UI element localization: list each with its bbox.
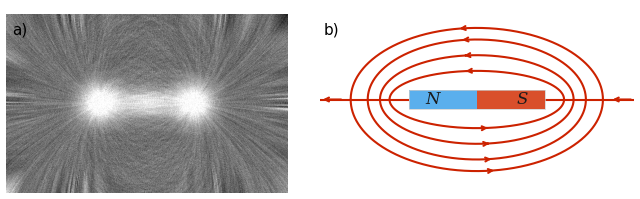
Bar	[477, 90, 545, 109]
Text: b): b)	[323, 22, 339, 37]
Text: S: S	[516, 91, 528, 108]
Bar	[408, 90, 545, 109]
Bar	[408, 90, 545, 109]
Bar	[408, 90, 545, 109]
Text: a): a)	[12, 22, 28, 37]
Text: N: N	[426, 91, 440, 108]
